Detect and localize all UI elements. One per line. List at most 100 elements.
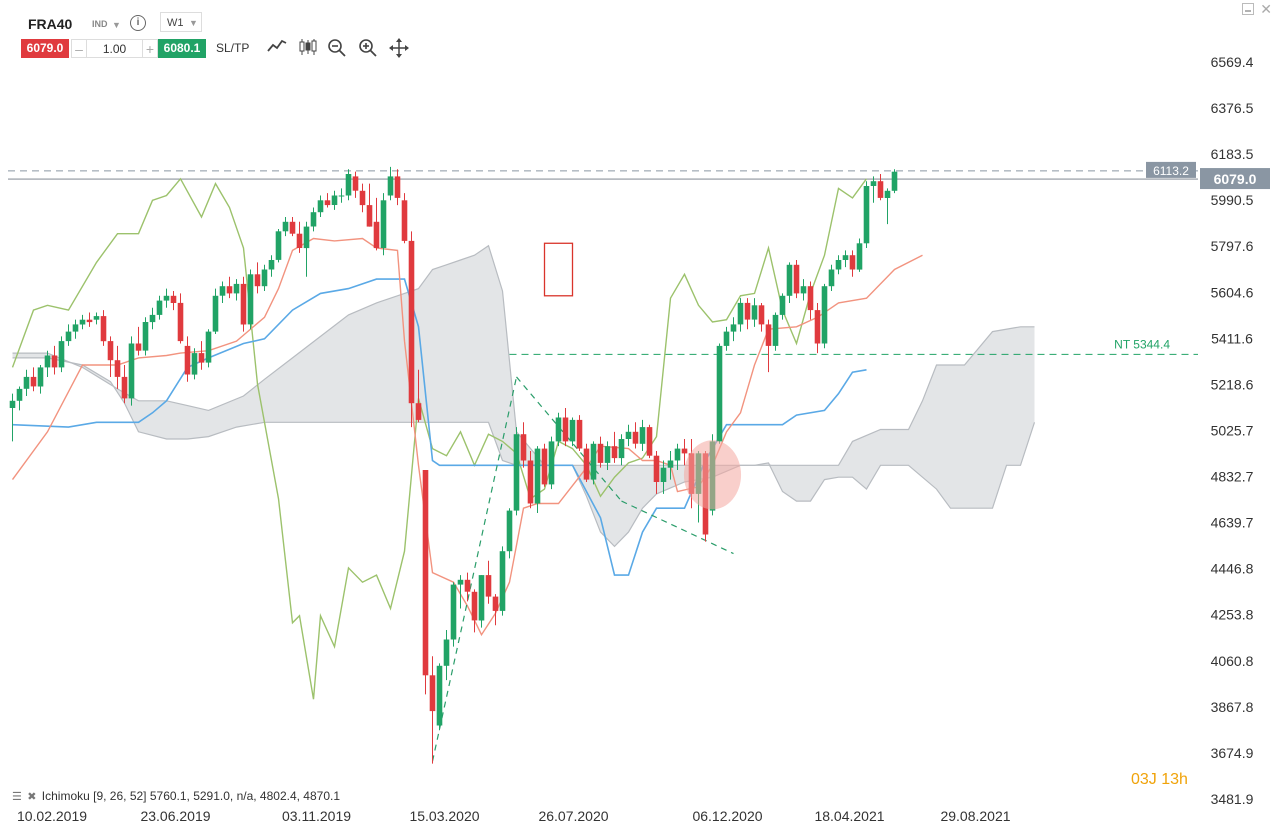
- timeframe-select[interactable]: W1 ▼: [160, 12, 202, 32]
- candle: [744, 298, 751, 330]
- candle: [758, 302, 765, 332]
- candle-body: [849, 255, 856, 270]
- candle-body: [156, 300, 163, 315]
- y-tick-label: 5025.7: [1211, 422, 1254, 438]
- candle: [121, 365, 128, 404]
- candle: [583, 443, 590, 482]
- candles-icon[interactable]: [297, 38, 319, 60]
- candle-body: [597, 443, 604, 463]
- candle: [520, 422, 527, 468]
- candle-body: [723, 331, 730, 346]
- candle-body: [569, 419, 576, 442]
- y-tick-label: 4832.7: [1211, 469, 1254, 485]
- candle: [380, 193, 387, 256]
- annotations: [543, 242, 742, 510]
- crosshair-icon[interactable]: [388, 38, 410, 60]
- candle-body: [492, 596, 499, 611]
- candle-body: [604, 446, 611, 463]
- candle-body: [499, 551, 506, 611]
- candle: [555, 412, 562, 447]
- candle-body: [114, 360, 121, 377]
- candle-body: [282, 221, 289, 232]
- candle-body: [268, 260, 275, 270]
- candle: [576, 415, 583, 451]
- minimize-icon[interactable]: [1242, 3, 1254, 15]
- candle-body: [450, 584, 457, 640]
- quantity-input[interactable]: 1.00: [87, 39, 142, 58]
- candle: [254, 262, 261, 294]
- close-icon[interactable]: ✕: [1260, 1, 1272, 17]
- highlight-box: [543, 242, 574, 297]
- candle: [527, 450, 534, 509]
- ichimoku-cloud: [12, 244, 1036, 548]
- candle: [310, 207, 317, 232]
- sell-button[interactable]: 6079.0: [21, 39, 69, 58]
- candle: [625, 424, 632, 447]
- candle-body: [478, 575, 485, 621]
- y-tick-label: 4060.8: [1211, 653, 1254, 669]
- info-icon[interactable]: i: [130, 15, 146, 31]
- candle: [646, 424, 653, 459]
- candle-body: [555, 417, 562, 442]
- candle-body: [779, 295, 786, 315]
- candle-body: [744, 302, 751, 320]
- candle-body: [121, 376, 128, 399]
- candle-body: [65, 331, 72, 342]
- candle-body: [72, 324, 79, 332]
- candle-body: [870, 181, 877, 186]
- candle: [597, 436, 604, 468]
- candle-body: [44, 355, 51, 368]
- settings-icon[interactable]: ☰: [12, 791, 22, 803]
- candle-body: [275, 231, 282, 260]
- candle-body: [198, 353, 205, 363]
- candle: [261, 264, 268, 292]
- candle-body: [170, 295, 177, 303]
- candle: [373, 197, 380, 251]
- candle: [471, 589, 478, 633]
- candle: [345, 169, 352, 201]
- zoom-out-icon[interactable]: [326, 38, 348, 60]
- remove-indicator-icon[interactable]: ✖: [27, 791, 37, 803]
- candle: [135, 326, 142, 356]
- candle: [667, 450, 674, 480]
- candle-countdown: 03J 13h: [1131, 771, 1188, 788]
- candle-body: [856, 243, 863, 270]
- x-tick-label: 29.08.2021: [940, 808, 1010, 824]
- candle-body: [611, 446, 618, 459]
- symbol-dropdown-icon[interactable]: ▼: [112, 20, 121, 30]
- candle: [324, 193, 331, 208]
- candle: [513, 427, 520, 516]
- candle: [485, 560, 492, 604]
- candle: [114, 345, 121, 389]
- zoom-in-icon[interactable]: [357, 38, 379, 60]
- sltp-button[interactable]: SL/TP: [216, 41, 250, 55]
- candle: [317, 195, 324, 218]
- candle-body: [58, 341, 65, 368]
- y-tick-label: 6183.5: [1211, 146, 1254, 162]
- candle: [100, 310, 107, 346]
- candle-body: [457, 579, 464, 585]
- quantity-decrease-button[interactable]: –: [71, 39, 87, 58]
- candle: [737, 298, 744, 332]
- candle: [93, 312, 100, 325]
- candle-body: [842, 255, 849, 260]
- quantity-increase-button[interactable]: +: [142, 39, 158, 58]
- candle: [891, 169, 898, 194]
- x-tick-label: 26.07.2020: [538, 808, 608, 824]
- candle-body: [30, 376, 37, 387]
- candle-body: [366, 205, 373, 227]
- highlight-ellipse: [683, 440, 742, 510]
- candle-body: [625, 431, 632, 439]
- candle-body: [422, 470, 429, 676]
- senkou-span-a-line: [12, 244, 1035, 466]
- candle: [184, 336, 191, 382]
- candle-body: [436, 665, 443, 726]
- buy-button[interactable]: 6080.1: [158, 39, 206, 58]
- candle-body: [884, 190, 891, 198]
- line-chart-icon[interactable]: [266, 38, 288, 60]
- symbol-name[interactable]: FRA40: [28, 16, 73, 32]
- candle: [793, 259, 800, 299]
- candle: [429, 656, 436, 764]
- candle: [730, 317, 737, 342]
